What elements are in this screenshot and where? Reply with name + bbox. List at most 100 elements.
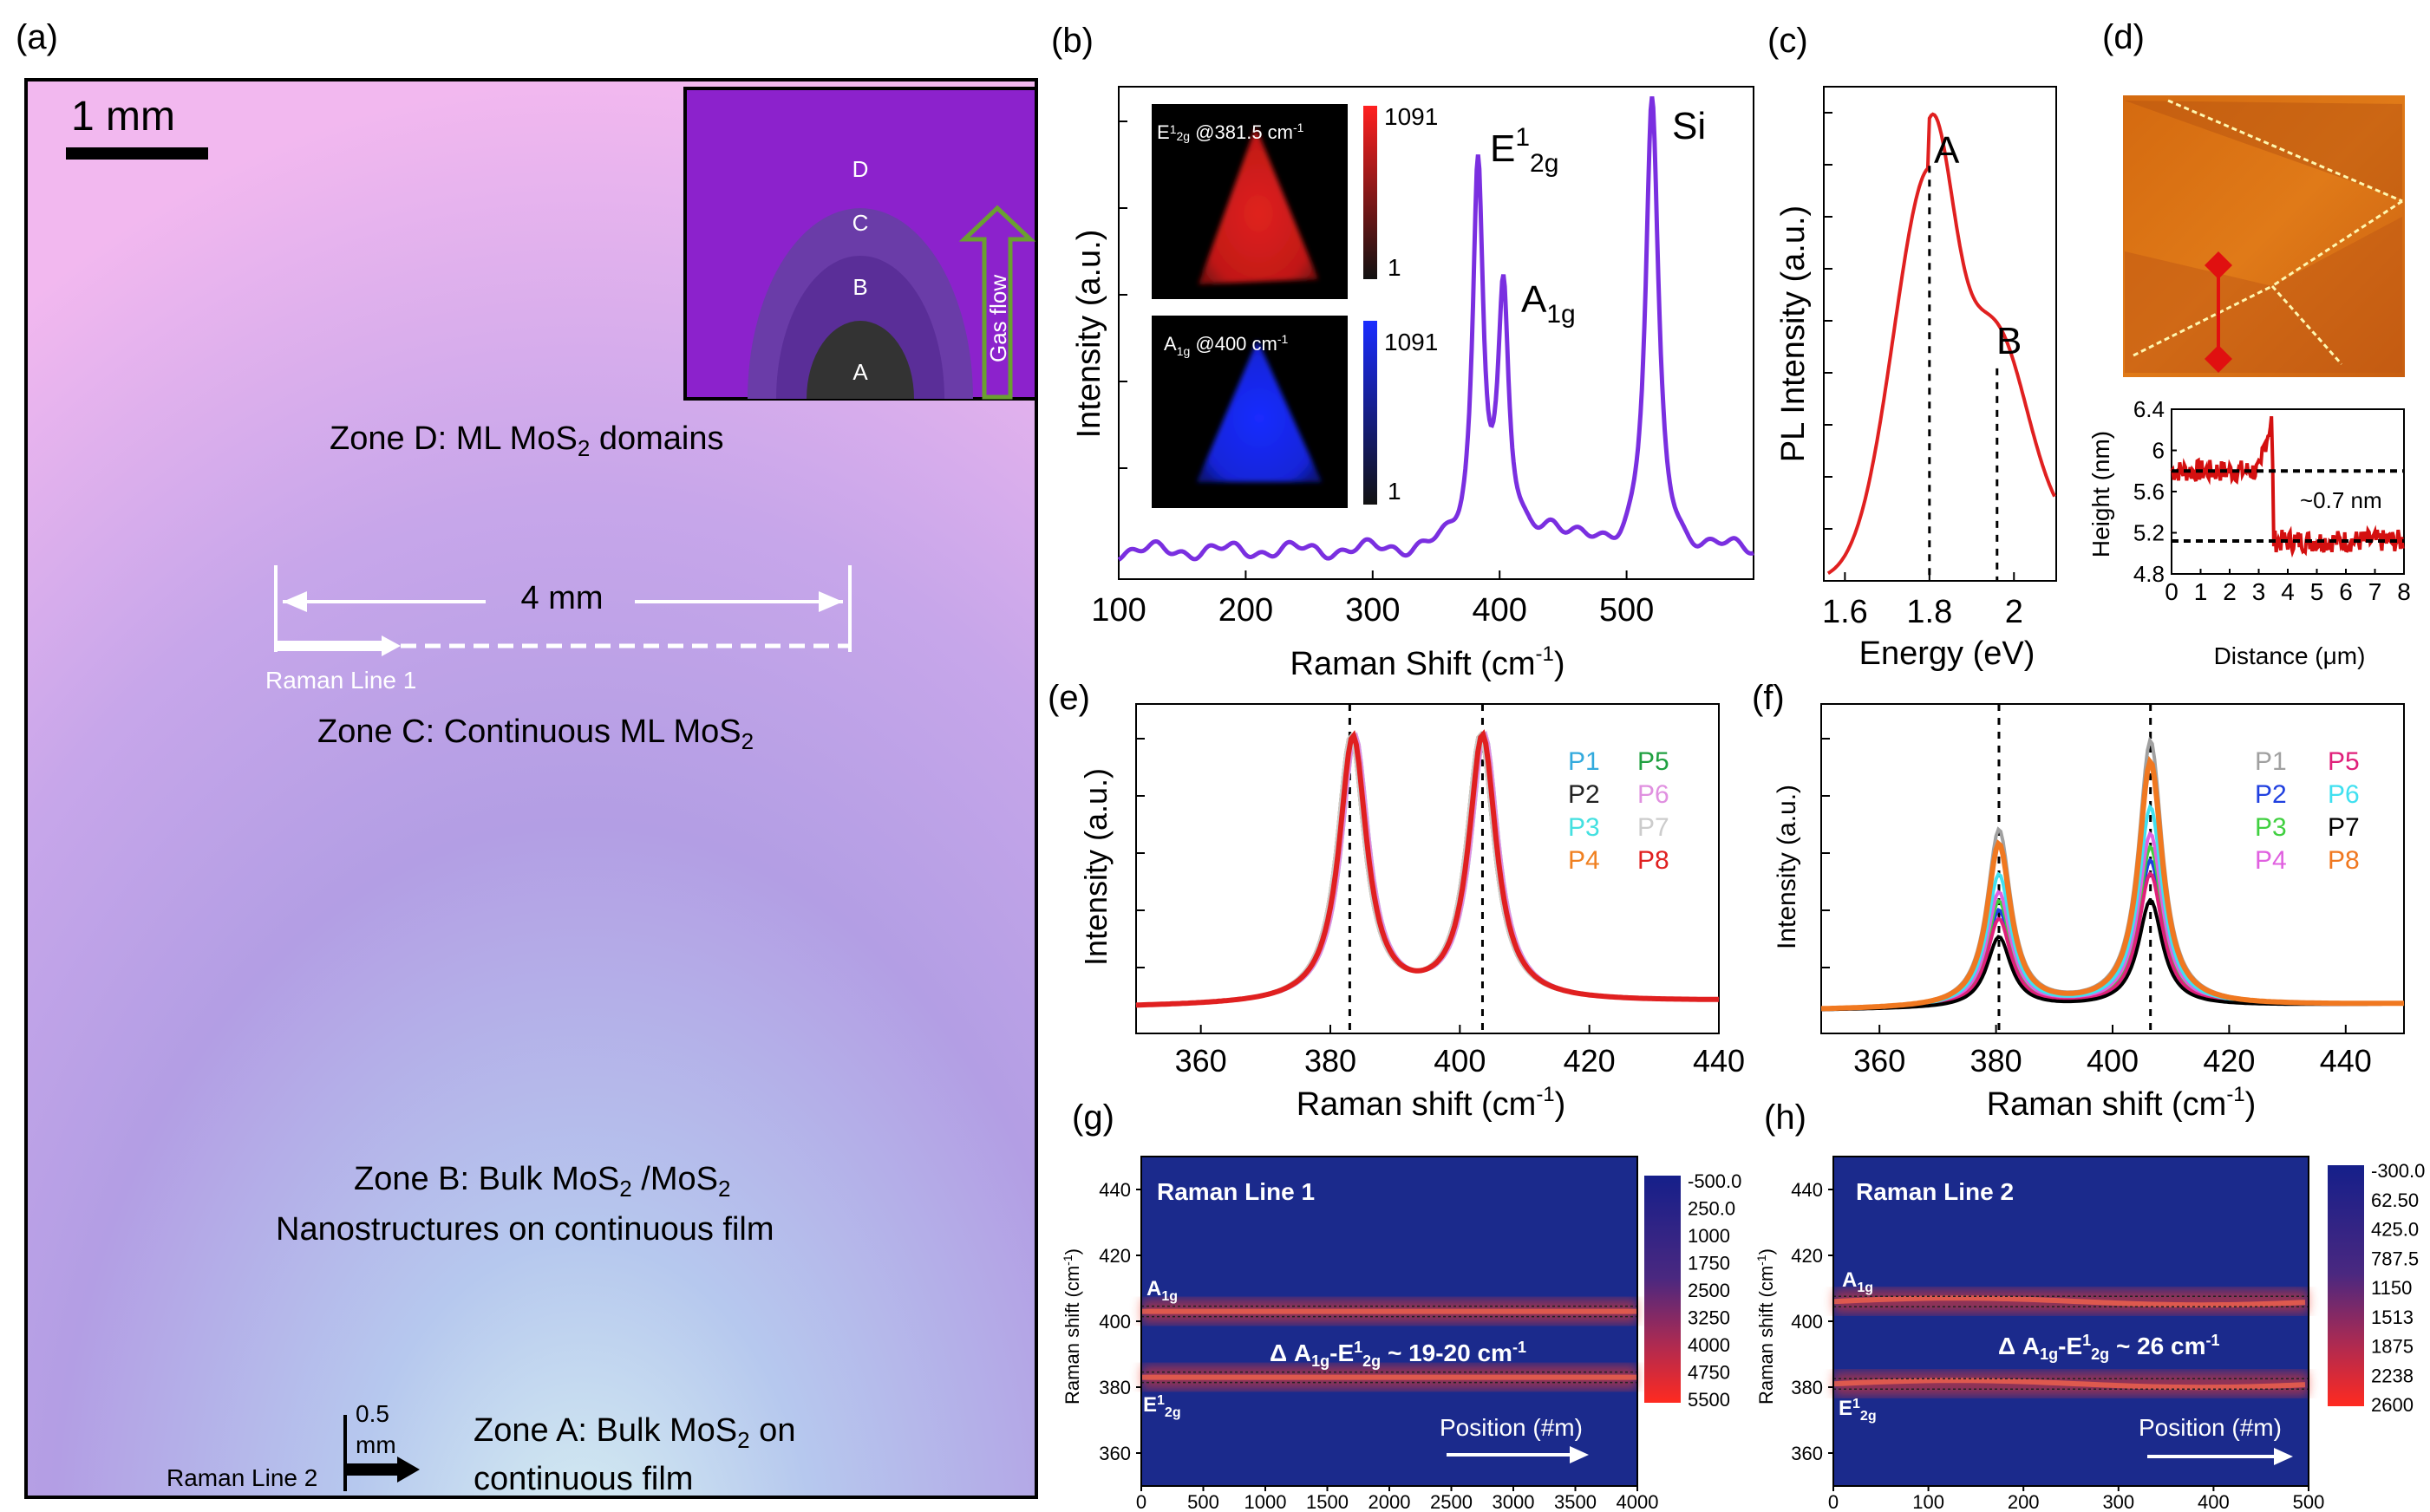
g-colorbar-label: 1750 <box>1688 1253 1730 1274</box>
e-legend-p8: P8 <box>1637 846 1669 875</box>
g-xtick-label: 2500 <box>1430 1491 1473 1512</box>
h-xtick-label: 400 <box>2198 1491 2230 1512</box>
g-ytick-label: 360 <box>1099 1443 1131 1464</box>
raman-spectrum-line <box>1117 96 1754 562</box>
h-position-label: Position (#m) <box>2139 1414 2282 1441</box>
map-e2g-min: 1 <box>1388 254 1401 281</box>
scale-bar-label: 1 mm <box>71 94 175 140</box>
zone-b-label-line2: Nanostructures on continuous film <box>276 1211 774 1248</box>
f-xtick-label: 360 <box>1853 1043 1905 1079</box>
e-legend-p6: P6 <box>1637 780 1669 809</box>
scale-bar: 1 mm <box>66 94 208 160</box>
b-xtick-label: 300 <box>1345 592 1400 629</box>
c-peak-b: B <box>1996 320 2022 362</box>
raman-line-2-label: Raman Line 2 <box>167 1464 317 1491</box>
g-ytick-label: 420 <box>1099 1245 1131 1267</box>
panel-label-e: (e) <box>1048 679 1090 717</box>
e-series-p7 <box>1135 731 1720 1007</box>
g-xtick-label: 3500 <box>1554 1491 1597 1512</box>
g-xtick-label: 1000 <box>1244 1491 1287 1512</box>
g-xtick-label: 0 <box>1136 1491 1146 1512</box>
h-colorbar-label: 2238 <box>2371 1365 2414 1386</box>
f-legend-p4: P4 <box>2255 846 2287 875</box>
b-peak-a1g: A1g <box>1521 278 1576 329</box>
chart-g-heatmap: 0 500 1000 1500 2000 2500 3000 3500 4000 360 380 40… <box>1061 1156 1741 1512</box>
e-legend-p5: P5 <box>1637 747 1669 776</box>
c-xtick-label: 1.6 <box>1822 594 1868 630</box>
zone-a-label-line2: continuous film <box>474 1461 693 1497</box>
e-xtick-label: 360 <box>1175 1043 1227 1079</box>
d-ylabel: Height (nm) <box>2087 431 2114 557</box>
gas-flow-label: Gas flow <box>985 275 1011 362</box>
g-xtick-label: 500 <box>1187 1491 1219 1512</box>
g-delta: Δ A1g-E12g ~ 19-20 cm-1 <box>1270 1339 1526 1370</box>
chart-c: 1.6 1.8 2 PL Intensity (a.u.) Energy (eV) … <box>1775 86 2057 672</box>
raman-map-e2g: E12g @381.5 cm-1 1091 1 <box>1152 103 1438 299</box>
small-scale-value: 0.5 <box>356 1400 389 1427</box>
d-ytick-label: 4.8 <box>2133 561 2165 587</box>
zone-c-label: Zone C: Continuous ML MoS2 <box>317 714 754 754</box>
e-series-p5 <box>1136 731 1719 1007</box>
afm-image <box>2123 95 2405 377</box>
e-legend-p7: P7 <box>1637 813 1669 842</box>
map-a1g-max: 1091 <box>1384 329 1438 355</box>
panel-label-c: (c) <box>1767 22 1808 60</box>
d-xtick-label: 8 <box>2397 578 2411 605</box>
f-series-p5 <box>1821 870 2404 1012</box>
b-xtick-label: 400 <box>1472 592 1526 629</box>
b-xtick-label: 200 <box>1218 592 1273 629</box>
e-xtick-label: 420 <box>1564 1043 1616 1079</box>
small-scale-bar: 0.5 mm <box>343 1400 420 1491</box>
pl-spectrum-line <box>1826 112 2056 575</box>
zone-a-label: Zone A: Bulk MoS2 on <box>474 1412 795 1453</box>
b-xtick-label: 500 <box>1599 592 1654 629</box>
h-title: Raman Line 2 <box>1856 1178 2014 1205</box>
d-xtick-label: 4 <box>2281 578 2295 605</box>
panel-label-a: (a) <box>16 18 58 56</box>
g-colorbar-label: 250.0 <box>1688 1198 1735 1220</box>
h-colorbar-label: 62.50 <box>2371 1189 2419 1211</box>
g-colorbar-label: 2500 <box>1688 1280 1730 1301</box>
chart-f: 360 380 400 420 440 P1 P2 P3 P4 P5 P6 P7 P8 Intensi… <box>1773 703 2405 1123</box>
e-xtick-label: 440 <box>1693 1043 1745 1079</box>
g-position-label: Position (#m) <box>1440 1414 1583 1441</box>
f-legend-p7: P7 <box>2328 813 2360 842</box>
h-ylabel: Raman shift (cm-1) <box>1754 1248 1777 1404</box>
e-series-p4 <box>1135 731 1720 1007</box>
g-colorbar-label: 3250 <box>1688 1307 1730 1329</box>
h-ytick-label: 360 <box>1791 1443 1823 1464</box>
d-xtick-label: 0 <box>2165 578 2179 605</box>
d-xtick-label: 2 <box>2223 578 2237 605</box>
g-colorbar-label: 1000 <box>1688 1225 1730 1247</box>
inset-zone-a: A <box>852 359 868 385</box>
f-xtick-label: 420 <box>2203 1043 2255 1079</box>
f-series-p7 <box>1821 897 2404 1012</box>
h-ytick-label: 420 <box>1791 1245 1823 1267</box>
h-xtick-label: 200 <box>2008 1491 2040 1512</box>
g-band-e2g: E12g <box>1143 1393 1181 1420</box>
g-ytick-label: 440 <box>1099 1179 1131 1201</box>
h-ytick-label: 380 <box>1791 1377 1823 1398</box>
h-ytick-label: 440 <box>1791 1179 1823 1201</box>
d-xtick-label: 6 <box>2339 578 2353 605</box>
distance-marker <box>274 565 852 652</box>
f-legend-p3: P3 <box>2255 813 2287 842</box>
c-xlabel: Energy (eV) <box>1859 635 2035 672</box>
e-series-p3 <box>1135 731 1719 1007</box>
d-ytick-label: 6 <box>2152 438 2165 464</box>
chart-h-heatmap: 0 100 200 300 400 500 360 380 400 420 440 Raman Li… <box>1754 1156 2425 1512</box>
f-series-p8 <box>1820 755 2404 1012</box>
h-band-a1g: A1g <box>1842 1268 1873 1295</box>
h-colorbar-label: 425.0 <box>2371 1219 2419 1241</box>
f-series-p6 <box>1821 803 2405 1011</box>
f-legend-p1: P1 <box>2255 747 2287 776</box>
e-series-p1 <box>1135 731 1720 1007</box>
d-ytick-label: 5.6 <box>2133 479 2165 505</box>
inset-zone-d: D <box>852 156 869 182</box>
b-xlabel: Raman Shift (cm-1) <box>1290 642 1565 682</box>
b-ylabel: Intensity (a.u.) <box>1071 230 1107 439</box>
chart-b: 100 200 300 400 500 Intensity (a.u.) Raman S… <box>1071 86 1754 682</box>
h-xtick-label: 0 <box>1828 1491 1839 1512</box>
g-xtick-label: 1500 <box>1306 1491 1349 1512</box>
g-ytick-label: 400 <box>1099 1311 1131 1333</box>
